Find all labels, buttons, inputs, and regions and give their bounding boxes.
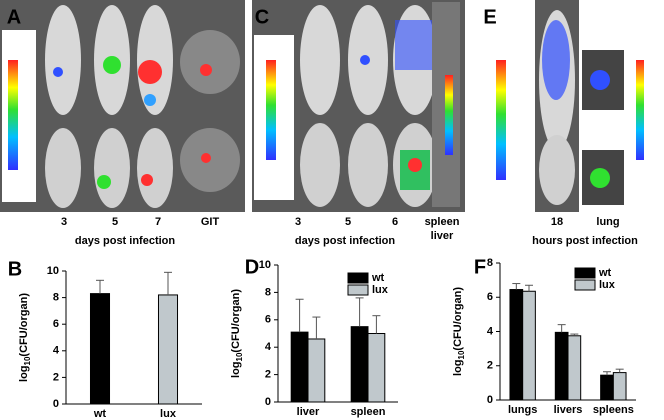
- y-axis-label: log10(CFU/organ): [452, 287, 466, 376]
- y-tick-label: 2: [487, 360, 493, 372]
- image-label: 5: [112, 216, 118, 228]
- y-label-part: (CFU/organ): [230, 289, 242, 353]
- legend-swatch: [574, 279, 596, 291]
- bar: [554, 331, 569, 401]
- x-tick-label: wt: [93, 408, 107, 420]
- image-x-label: days post infection: [295, 235, 396, 247]
- legend-swatch: [347, 284, 369, 296]
- bar: [367, 333, 386, 403]
- image-label: 7: [155, 216, 161, 228]
- y-tick-label: 2: [53, 371, 59, 383]
- y-label-part: 10: [457, 350, 466, 359]
- image-label: 3: [295, 216, 301, 228]
- y-tick-label: 2: [265, 369, 271, 381]
- image-label: liver: [431, 230, 454, 242]
- y-tick-label: 4: [487, 325, 494, 337]
- y-tick-label: 6: [53, 318, 59, 330]
- x-tick-label: spleen: [351, 406, 386, 418]
- y-tick-label: 6: [487, 291, 493, 303]
- legend-label: wt: [598, 267, 612, 279]
- y-tick-label: 0: [265, 396, 271, 408]
- y-tick-label: 8: [53, 292, 59, 304]
- bar: [307, 338, 326, 403]
- bar: [612, 372, 627, 401]
- x-tick-label: lungs: [508, 404, 537, 416]
- image-label: 5: [345, 216, 351, 228]
- y-label-part: log: [452, 359, 464, 376]
- y-label-part: (CFU/organ): [18, 293, 30, 357]
- y-axis-label: log10(CFU/organ): [18, 293, 32, 382]
- panel-letter: F: [474, 256, 486, 278]
- panel-letter: B: [8, 258, 22, 280]
- image-x-label: hours post infection: [532, 235, 638, 247]
- panel-letter: D: [245, 256, 259, 278]
- x-tick-label: spleens: [593, 404, 634, 416]
- bar: [157, 294, 179, 405]
- bar: [89, 293, 111, 405]
- panel-letter: C: [255, 6, 269, 28]
- y-tick-label: 8: [265, 286, 271, 298]
- legend-label: wt: [371, 272, 385, 284]
- image-panel-a: [0, 0, 245, 212]
- image-label: spleen: [425, 216, 460, 228]
- y-tick-label: 0: [53, 398, 59, 410]
- y-tick-label: 10: [47, 265, 59, 277]
- y-axis-label: log10(CFU/organ): [230, 289, 244, 378]
- bar: [600, 374, 614, 401]
- y-tick-label: 0: [487, 394, 493, 406]
- panel-letter: E: [483, 6, 496, 28]
- y-tick-label: 10: [259, 259, 271, 271]
- bar: [567, 335, 582, 401]
- x-tick-label: lux: [160, 408, 177, 420]
- legend-swatch: [347, 272, 369, 284]
- x-tick-label: livers: [554, 404, 583, 416]
- image-label: lung: [596, 216, 619, 228]
- legend-swatch: [574, 267, 596, 279]
- image-label: 3: [61, 216, 67, 228]
- y-label-part: 10: [23, 356, 32, 365]
- image-label: 18: [551, 216, 563, 228]
- y-tick-label: 4: [53, 345, 60, 357]
- bar: [509, 289, 524, 401]
- image-label: 6: [392, 216, 398, 228]
- y-tick-label: 8: [487, 257, 493, 269]
- image-panel-e: [480, 0, 662, 212]
- x-tick-label: liver: [297, 406, 320, 418]
- bar: [522, 290, 536, 401]
- y-label-part: 10: [235, 352, 244, 361]
- y-tick-label: 4: [265, 341, 272, 353]
- bar: [290, 331, 309, 403]
- image-x-label: days post infection: [75, 235, 176, 247]
- bar: [350, 326, 369, 403]
- y-label-part: log: [18, 365, 30, 382]
- y-tick-label: 6: [265, 314, 271, 326]
- image-label: GIT: [201, 216, 220, 228]
- image-panel-c: [252, 0, 465, 212]
- y-label-part: log: [230, 361, 242, 378]
- panel-letter: A: [7, 6, 21, 28]
- legend-label: lux: [372, 284, 389, 296]
- legend-label: lux: [599, 279, 616, 291]
- y-label-part: (CFU/organ): [452, 287, 464, 351]
